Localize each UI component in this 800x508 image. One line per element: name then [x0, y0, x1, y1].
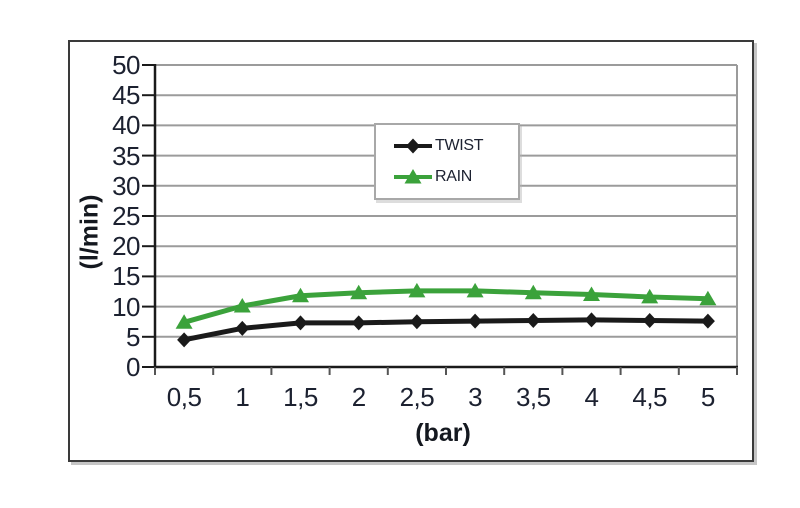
- y-tick-label: 15: [112, 261, 140, 292]
- y-tick-label: 0: [126, 352, 140, 382]
- x-tick-label: 5: [700, 382, 715, 412]
- series-marker-twist: [700, 313, 715, 329]
- series-marker-rain: [699, 290, 717, 306]
- x-axis-title: (bar): [415, 419, 471, 447]
- y-tick-label: 5: [126, 321, 140, 352]
- legend-label-rain: RAIN: [435, 168, 473, 186]
- y-tick-label: 30: [112, 170, 140, 201]
- series-marker-rain: [408, 282, 426, 298]
- series-marker-twist: [409, 314, 424, 330]
- legend-item-twist: TWIST: [392, 137, 516, 155]
- chart-frame: [68, 40, 754, 462]
- series-marker-rain: [583, 286, 600, 302]
- series-marker-rain: [524, 284, 542, 300]
- series-marker-twist: [177, 332, 192, 348]
- x-tick-label: 2: [351, 382, 366, 412]
- y-tick-label: 10: [112, 291, 140, 322]
- rain-series-marker-icon: [394, 169, 432, 184]
- x-tick-label: 2,5: [399, 382, 435, 412]
- y-tick-label: 35: [112, 140, 140, 171]
- series-marker-twist: [642, 312, 657, 328]
- series-line-twist: [181, 317, 711, 343]
- series-marker-rain: [350, 284, 368, 300]
- twist-series-marker-icon: [394, 138, 432, 154]
- y-tick-label: 25: [112, 201, 140, 231]
- y-axis-title: (l/min): [75, 194, 104, 270]
- x-tick-label: 4,5: [632, 382, 668, 412]
- series-marker-twist: [468, 313, 483, 329]
- series-marker-twist: [526, 312, 541, 328]
- series-marker-rain: [233, 297, 251, 313]
- series-line-rain: [181, 288, 711, 325]
- series-marker-rain: [175, 314, 193, 329]
- legend: TWIST RAIN: [374, 123, 520, 200]
- series-marker-twist: [584, 312, 599, 328]
- legend-label-twist: TWIST: [435, 136, 484, 154]
- legend-item-rain: RAIN: [392, 168, 516, 186]
- series-marker-twist: [235, 320, 250, 336]
- y-tick-label: 45: [112, 80, 140, 111]
- series-marker-rain: [292, 287, 309, 303]
- series-marker-twist: [293, 315, 308, 331]
- y-tick-label: 40: [112, 110, 140, 141]
- x-tick-label: 1,5: [283, 382, 318, 412]
- series-marker-rain: [641, 288, 659, 304]
- x-tick-label: 1: [235, 382, 250, 412]
- x-tick-label: 3: [468, 382, 483, 412]
- x-tick-label: 3,5: [515, 382, 551, 412]
- y-tick-label: 50: [112, 50, 140, 80]
- series-marker-twist: [351, 315, 366, 331]
- x-tick-label: 0,5: [166, 382, 202, 412]
- x-tick-label: 4: [584, 382, 599, 412]
- series-marker-rain: [466, 282, 484, 298]
- y-tick-label: 20: [112, 231, 140, 262]
